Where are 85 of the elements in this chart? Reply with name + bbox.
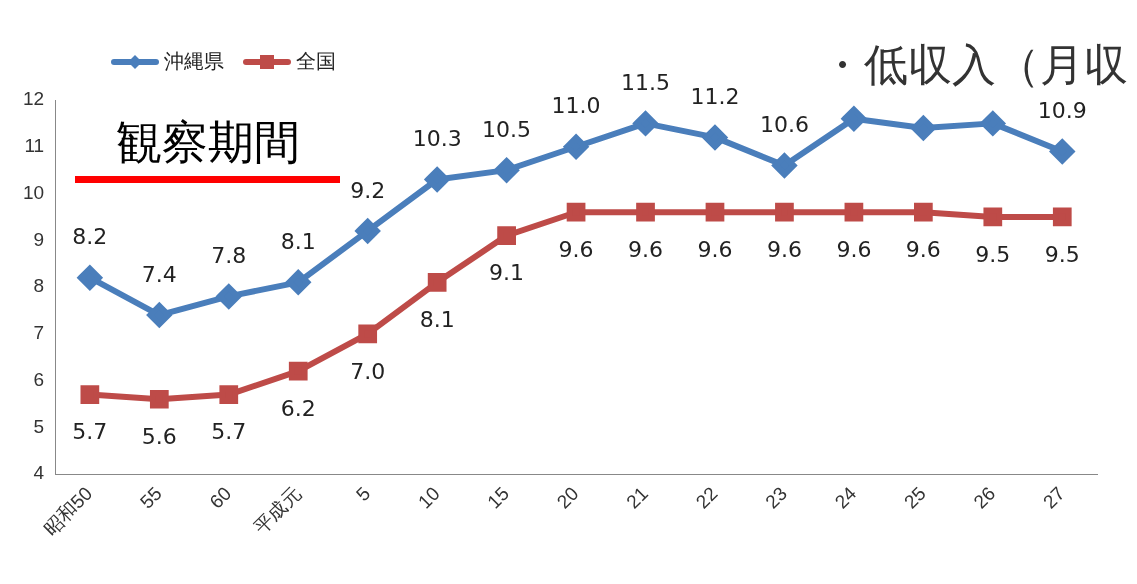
y-tick-label: 6 [33,368,45,390]
data-label: 9.6 [558,236,594,262]
point [1050,139,1075,164]
data-label: 10.5 [482,116,532,142]
point [636,202,655,222]
point [1052,207,1072,227]
point [355,218,380,243]
x-tick-label: 22 [691,482,722,513]
data-label: 6.2 [280,395,316,421]
point [80,385,100,404]
point [844,202,864,222]
data-label: 10.9 [1037,98,1087,124]
data-label: 5.7 [72,419,108,445]
data-label: 11.5 [621,70,671,96]
point [497,226,516,245]
data-label: 9.1 [489,260,525,286]
data-label: 9.6 [628,236,664,262]
data-label: 7.4 [141,261,177,287]
point [702,125,727,150]
y-tick-label: 7 [33,322,45,344]
x-tick-label: 21 [622,482,653,513]
x-tick-label: 昭和50 [39,482,97,540]
data-label: 8.1 [280,229,316,255]
text: ・低収入（月収 [820,38,1128,92]
x-tick-label: 平成元 [249,482,305,538]
y-tick-label: 9 [33,228,45,250]
data-label: 5.6 [141,423,177,449]
point [633,111,658,136]
point [286,270,311,295]
point [216,284,241,309]
point [911,116,936,141]
x-tick-label: 10 [413,482,444,513]
data-label: 8.1 [419,307,455,333]
point [913,202,933,222]
data-label: 9.6 [697,236,733,262]
x-tick-label: 60 [205,482,236,513]
data-label: 7.8 [211,243,247,269]
data-label: 9.6 [905,236,941,262]
y-tick-label: 5 [33,415,45,437]
data-label: 10.6 [759,112,809,138]
data-label: 9.5 [975,241,1011,267]
point [288,361,308,381]
point [219,385,239,404]
point [983,207,1003,227]
data-label: 10.3 [412,126,462,152]
data-label: 11.0 [551,93,601,119]
data-label: 9.6 [766,236,802,262]
legend-label: 全国 [296,48,336,75]
data-label: 9.2 [350,177,386,203]
legend-label: 沖縄県 [164,48,224,75]
point [427,272,447,292]
x-tick-label: 23 [761,482,791,513]
data-label: 9.6 [836,236,872,262]
point [149,389,169,409]
point [566,202,586,222]
x-tick-label: 24 [830,482,861,513]
point [980,111,1005,136]
point [775,202,794,222]
point [77,265,102,290]
point [425,167,450,192]
point [772,153,797,178]
point [358,324,378,344]
y-tick-label: 4 [33,462,45,484]
point [494,158,519,183]
y-tick-label: 12 [22,88,45,110]
y-tick-label: 11 [24,134,45,156]
x-tick-label: 5 [351,482,375,506]
data-label: 11.2 [690,84,740,110]
x-tick-label: 15 [483,482,514,513]
x-tick-label: 55 [136,482,166,513]
annotation: 観察期間 [75,112,340,183]
x-tick-label: 26 [969,482,1000,513]
y-tick-label: 8 [33,275,45,297]
data-label: 7.0 [350,358,386,384]
x-tick-label: 20 [552,482,583,513]
point [841,106,866,131]
point [564,134,589,159]
point [147,303,172,328]
y-tick-label: 10 [22,181,45,203]
data-label: 8.2 [72,224,108,250]
data-label: 5.7 [211,419,247,445]
x-tick-label: 25 [900,482,930,513]
point [705,202,725,222]
x-tick-label: 27 [1039,482,1069,513]
data-label: 9.5 [1044,241,1080,267]
